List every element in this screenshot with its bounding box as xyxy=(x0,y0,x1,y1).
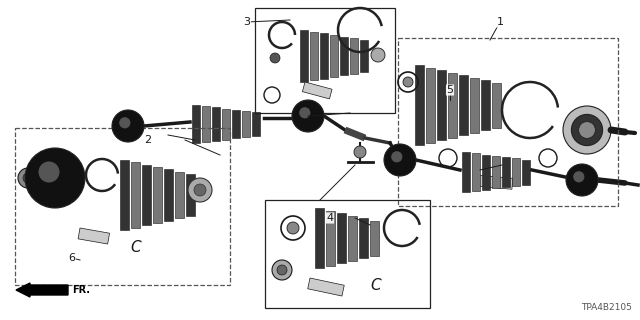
Bar xyxy=(398,38,618,206)
Bar xyxy=(308,278,344,296)
Bar xyxy=(437,70,446,140)
Circle shape xyxy=(112,110,144,142)
Circle shape xyxy=(287,222,299,234)
Bar xyxy=(175,172,184,218)
Text: 1: 1 xyxy=(497,17,504,27)
Circle shape xyxy=(25,148,85,208)
Bar xyxy=(78,228,109,244)
Bar xyxy=(474,175,513,189)
Text: 2: 2 xyxy=(145,135,152,145)
Circle shape xyxy=(573,171,584,182)
Bar xyxy=(370,220,379,255)
Text: 3: 3 xyxy=(243,17,250,27)
Bar xyxy=(360,40,368,72)
Circle shape xyxy=(119,117,131,128)
Circle shape xyxy=(403,77,413,87)
Bar xyxy=(310,32,318,80)
Circle shape xyxy=(194,184,206,196)
Bar xyxy=(359,218,368,258)
Text: C: C xyxy=(370,278,381,293)
Bar xyxy=(142,165,151,225)
Bar xyxy=(222,108,230,140)
Bar xyxy=(15,128,230,285)
Text: 5: 5 xyxy=(447,85,454,95)
Bar xyxy=(426,68,435,142)
Bar xyxy=(481,80,490,130)
Circle shape xyxy=(391,151,403,163)
Bar xyxy=(192,105,200,143)
Circle shape xyxy=(272,260,292,280)
Circle shape xyxy=(23,173,33,183)
Bar xyxy=(265,200,430,308)
Bar xyxy=(300,30,308,82)
Bar xyxy=(462,152,470,192)
Bar xyxy=(512,158,520,186)
Bar xyxy=(502,157,510,187)
Circle shape xyxy=(563,106,611,154)
Bar xyxy=(303,82,332,99)
Circle shape xyxy=(371,48,385,62)
Bar xyxy=(448,73,457,138)
Bar xyxy=(482,155,490,189)
Bar xyxy=(232,110,240,138)
Bar xyxy=(212,107,220,141)
Bar xyxy=(252,112,260,136)
Circle shape xyxy=(572,115,603,146)
Bar xyxy=(255,8,395,113)
Bar xyxy=(164,169,173,221)
Circle shape xyxy=(566,164,598,196)
Bar xyxy=(492,83,501,127)
Bar xyxy=(470,77,479,132)
Circle shape xyxy=(38,162,60,182)
Text: 6: 6 xyxy=(68,253,76,263)
Bar xyxy=(153,167,162,223)
Text: FR.: FR. xyxy=(72,285,90,295)
Circle shape xyxy=(292,100,324,132)
Bar xyxy=(326,211,335,266)
Circle shape xyxy=(384,144,416,176)
Bar xyxy=(340,37,348,75)
Bar xyxy=(350,38,358,74)
Bar xyxy=(131,162,140,228)
Bar xyxy=(348,215,357,260)
Bar xyxy=(120,160,129,230)
Bar xyxy=(315,208,324,268)
Bar xyxy=(492,156,500,188)
Bar xyxy=(186,174,195,216)
Circle shape xyxy=(300,107,310,118)
Circle shape xyxy=(270,53,280,63)
Bar xyxy=(242,111,250,137)
Bar xyxy=(415,65,424,145)
Text: TPA4B2105: TPA4B2105 xyxy=(581,303,632,312)
Bar xyxy=(330,35,338,77)
Circle shape xyxy=(18,168,38,188)
Bar xyxy=(459,75,468,135)
Bar xyxy=(337,213,346,263)
Text: 4: 4 xyxy=(326,213,333,223)
Bar xyxy=(472,153,480,191)
Bar xyxy=(522,159,530,185)
Circle shape xyxy=(579,122,595,139)
Bar xyxy=(320,33,328,79)
FancyArrow shape xyxy=(16,283,68,297)
Circle shape xyxy=(277,265,287,275)
Circle shape xyxy=(188,178,212,202)
Circle shape xyxy=(354,146,366,158)
Text: C: C xyxy=(130,240,141,255)
Bar xyxy=(202,106,210,142)
